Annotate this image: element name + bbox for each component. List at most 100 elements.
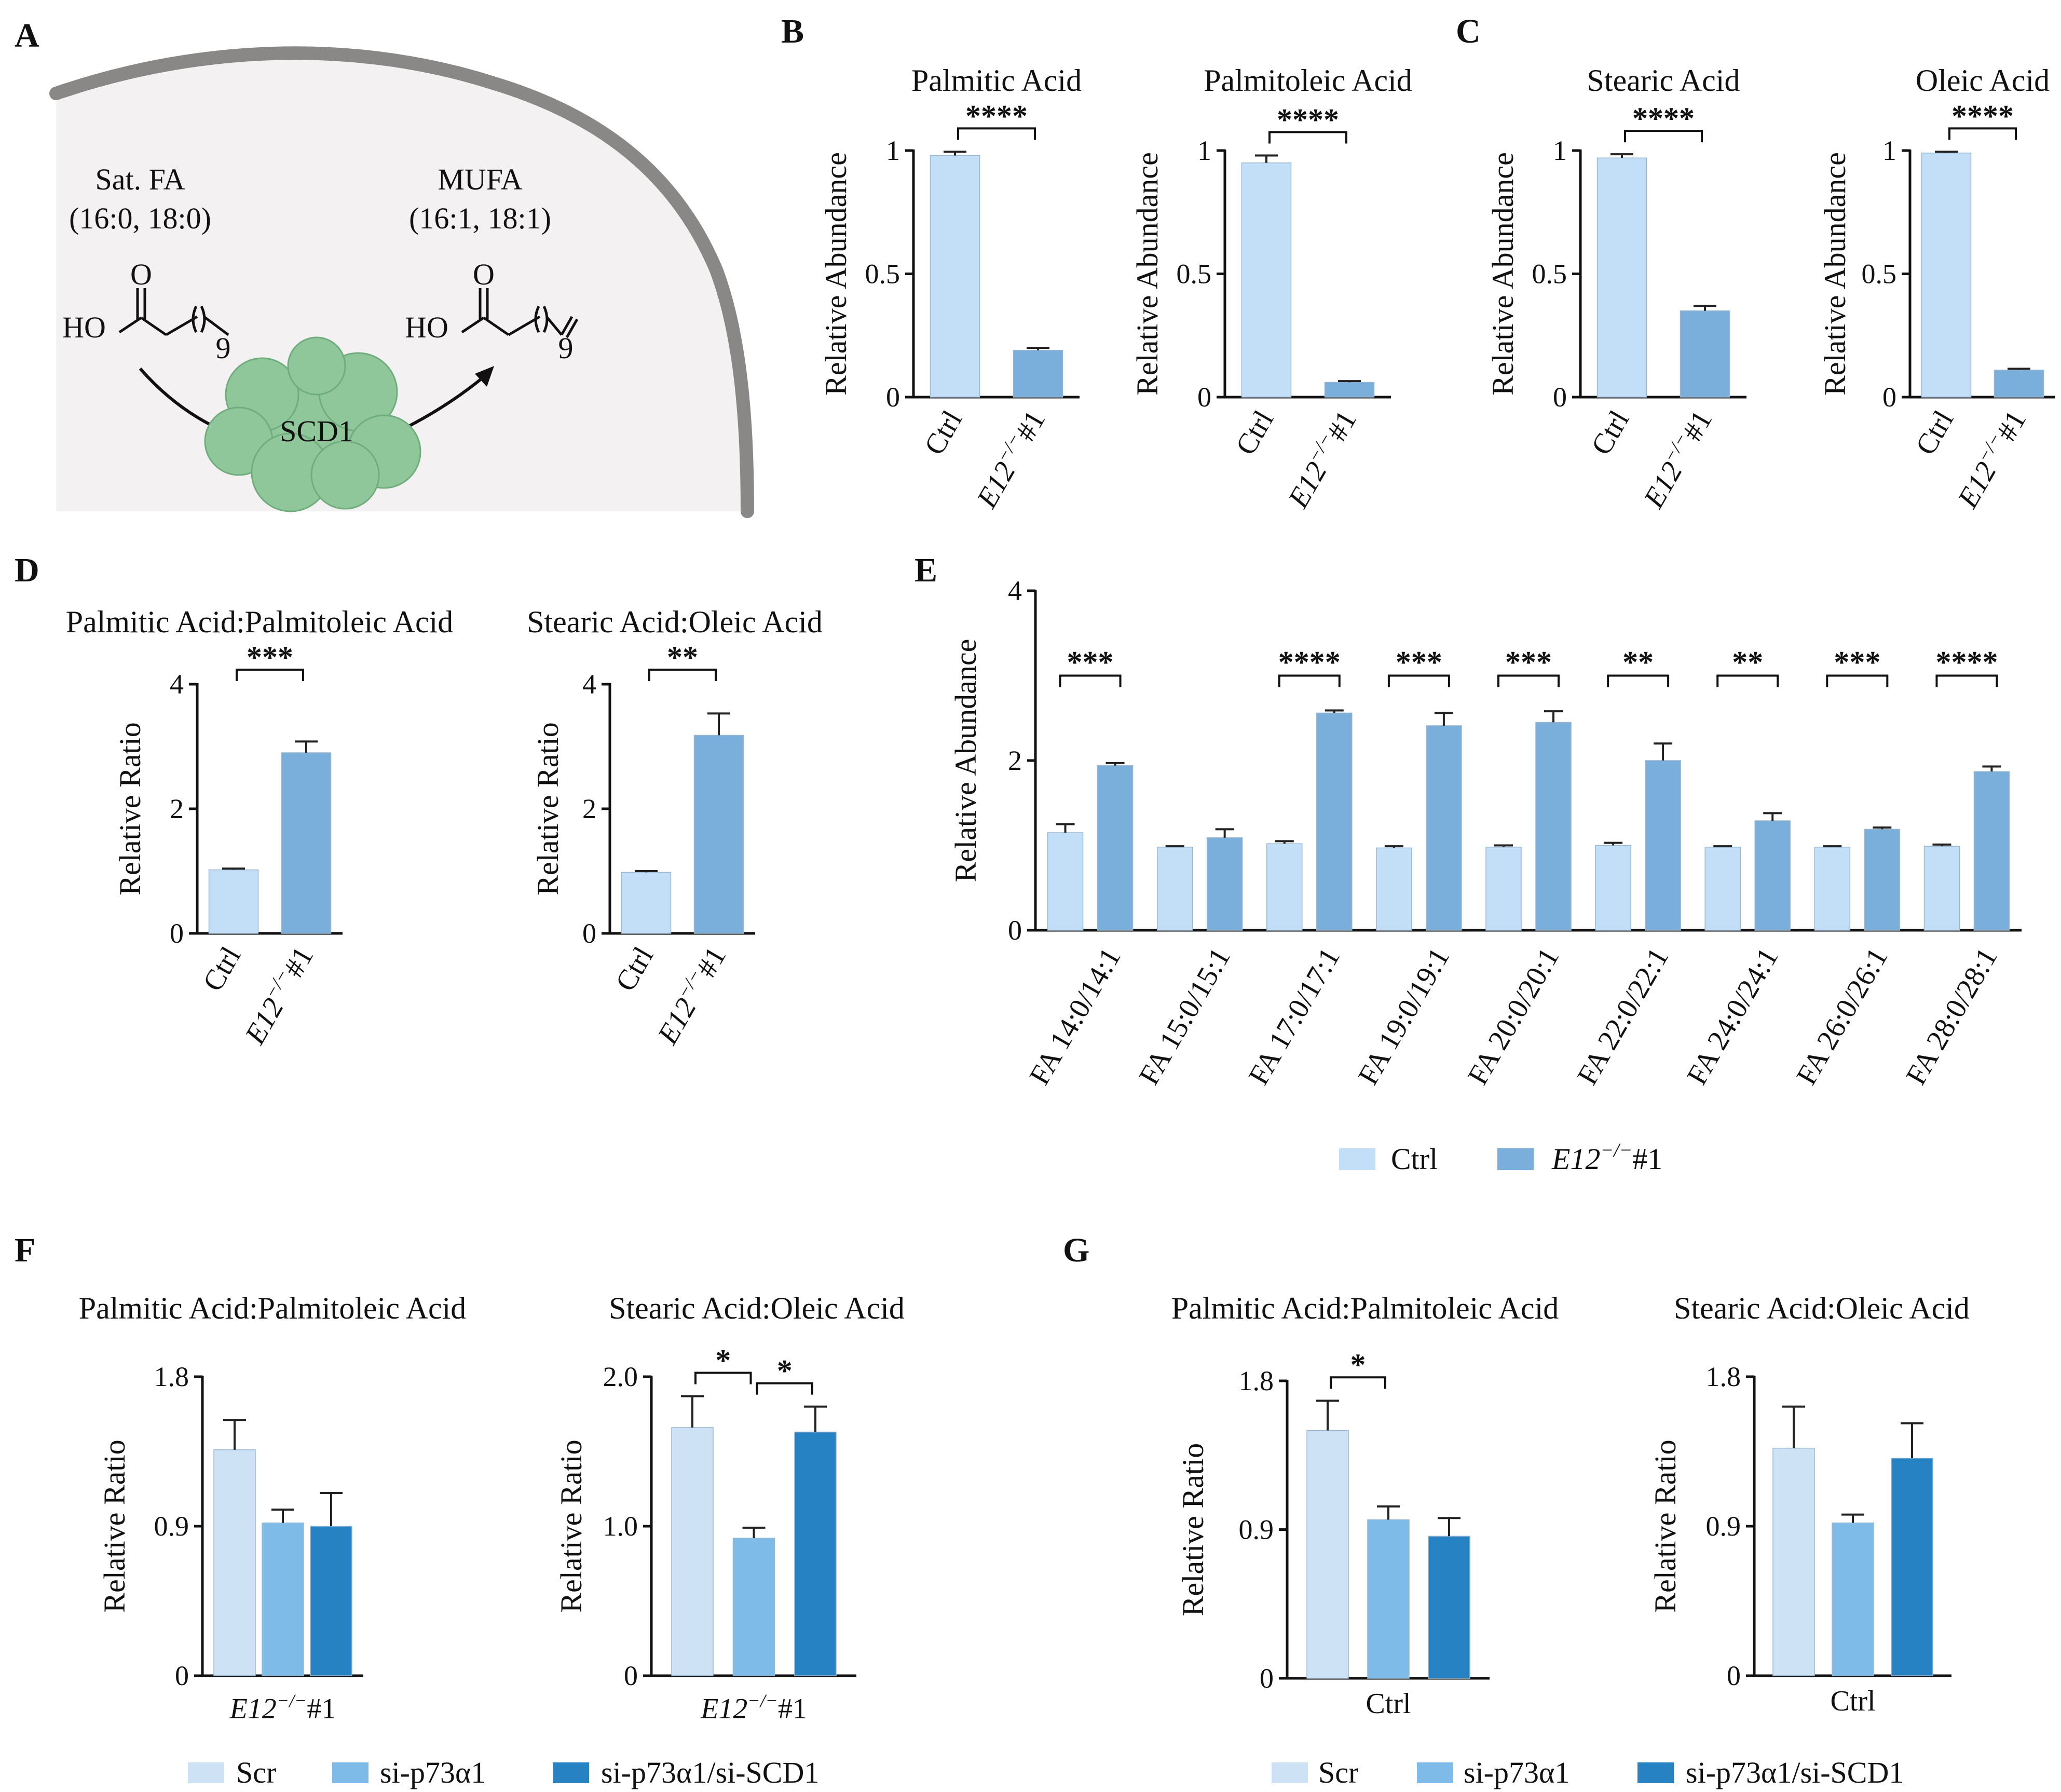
legend-e-e12-label: E12−/−#1 [1551,1139,1662,1176]
significance-bracket [648,669,717,681]
legend-g: Scr si-p73α1 si-p73α1/si-SCD1 [1272,1756,1904,1789]
bar-ctrl [1921,153,1972,398]
significance-label: **** [1632,101,1695,135]
bar-si-p73-1-si-scd1 [1891,1458,1933,1676]
bar-ctrl [1596,157,1647,398]
y-tick-label: 0.5 [1177,259,1212,290]
legend-f-si1-label: si-p73α1 [380,1756,486,1789]
mufa-label: MUFA [438,162,522,196]
sat-fa-hydroxyl: HO [62,310,106,344]
y-tick-label: 0 [1553,382,1567,413]
x-tick-label: E12−/−#1 [236,940,320,1050]
y-tick-label: 1 [1553,135,1567,166]
bar-si-p73-1-si-scd1 [1428,1536,1470,1679]
chart-title: Stearic Acid:Oleic Acid [609,1291,905,1325]
y-tick-label: 0.9 [1239,1514,1274,1545]
y-tick-label: 0.9 [154,1511,189,1542]
significance-label: *** [247,640,293,674]
panel-letter-d: D [15,551,39,589]
y-tick-label: 1.0 [603,1511,638,1542]
y-tick-label: 1 [886,135,900,166]
y-tick-label: 1.8 [154,1361,189,1392]
y-tick-label: 1 [1882,135,1896,166]
bar-fa-26-0-26-1-ctrl [1814,847,1851,931]
bar-fa-26-0-26-1-e12 [1864,829,1901,931]
bar-si-p73-1 [262,1522,304,1676]
chart-c2: Oleic Acid Relative Abundance 0 0.5 1 CtrlE12… [1818,63,2055,514]
bar-fa-17-0-17-1-e12 [1316,712,1353,931]
mufa-repeat: 9 [558,331,574,365]
bar-fa-24-0-24-1-ctrl [1704,847,1741,931]
chart-title: Palmitic Acid:Palmitoleic Acid [79,1291,467,1325]
legend-g-scr-swatch [1272,1762,1308,1783]
bar-si-p73-1-si-scd1 [310,1526,352,1676]
chart-title: Palmitoleic Acid [1204,63,1412,98]
significance-bracket [1497,674,1560,687]
x-tick-label: E12−/−#1 [1279,404,1363,514]
chart-f1: Palmitic Acid:Palmitoleic Acid Relative R… [79,1291,467,1725]
panel-letter-e: E [915,551,937,589]
significance-label: ** [667,640,698,674]
arrow-head [475,366,494,387]
significance-bracket [1935,674,1998,687]
y-tick-label: 0 [1260,1663,1274,1694]
significance-bracket [1716,674,1779,687]
bar-si-p73-1 [1832,1522,1874,1676]
x-tick-label: E12−/−#1 [1635,404,1718,514]
bar-ctrl [930,155,980,398]
y-tick-label: 2 [582,793,596,824]
significance-bracket [1826,674,1889,687]
bar-ctrl [208,869,259,934]
chart-title: Palmitic Acid:Palmitoleic Acid [1171,1291,1559,1325]
legend-g-scr-label: Scr [1318,1756,1358,1789]
legend-f-si1-swatch [332,1762,368,1783]
bar-fa-24-0-24-1-e12 [1754,820,1791,931]
bar-si-p73-1 [1367,1519,1410,1679]
y-tick-label: 2 [1008,745,1022,776]
legend-g-si1-swatch [1417,1762,1453,1783]
chart-b1: Palmitic Acid Relative Abundance 0 0.5 1 Ctrl… [819,63,1082,514]
bar-fa-22-0-22-1-ctrl [1595,845,1631,931]
x-tick-label: FA 19:0/19:1 [1352,943,1456,1091]
significance-label: **** [1278,645,1341,680]
x-tick-label: FA 17:0/17:1 [1243,943,1346,1091]
significance-label: *** [1834,645,1880,680]
significance-label: **** [1935,645,1998,680]
y-tick-label: 0.5 [865,259,900,290]
legend-f-si2-swatch [553,1762,589,1783]
group-label: E12−/−#1 [700,1690,807,1725]
legend-f-scr-label: Scr [236,1756,276,1789]
x-tick-label: E12−/−#1 [968,404,1052,514]
y-tick-label: 0 [886,382,900,413]
y-axis-label: Relative Abundance [1818,152,1852,396]
y-tick-label: 0 [624,1660,638,1691]
significance-bracket [1278,674,1341,687]
panel-letter-c: C [1456,12,1481,50]
bar-fa-28-0-28-1-ctrl [1923,846,1960,931]
bar-si-p73-1-si-scd1 [794,1431,837,1676]
mufa-hydroxyl: HO [405,310,448,344]
bar-fa-22-0-22-1-e12 [1645,760,1681,931]
legend-e-ctrl-swatch [1339,1148,1375,1170]
significance-label: ** [1622,645,1654,680]
x-tick-label: Ctrl [1230,405,1280,460]
sat-fa-label: Sat. FA [95,162,185,196]
group-label: Ctrl [1366,1688,1411,1720]
chart-f2: Stearic Acid:Oleic Acid Relative Ratio 0 1.… [554,1291,905,1725]
y-tick-label: 2.0 [603,1361,638,1392]
mufa-oxygen: O [473,257,495,291]
significance-bracket [694,1372,752,1384]
chart-title: Palmitic Acid [911,63,1082,98]
chart-g2: Stearic Acid:Oleic Acid Relative Ratio 0 0.… [1648,1291,1970,1717]
significance-label: *** [1396,645,1442,680]
x-tick-label: FA 22:0/22:1 [1571,943,1675,1091]
y-axis-label: Relative Ratio [113,722,147,895]
legend-g-si2-swatch [1637,1762,1674,1783]
mufa-chains: (16:1, 18:1) [409,201,551,235]
chart-title: Oleic Acid [1916,63,2050,98]
bar-ctrl [1241,162,1292,398]
bar-si-p73-1 [732,1538,775,1676]
legend-f-si2-label: si-p73α1/si-SCD1 [601,1756,819,1789]
